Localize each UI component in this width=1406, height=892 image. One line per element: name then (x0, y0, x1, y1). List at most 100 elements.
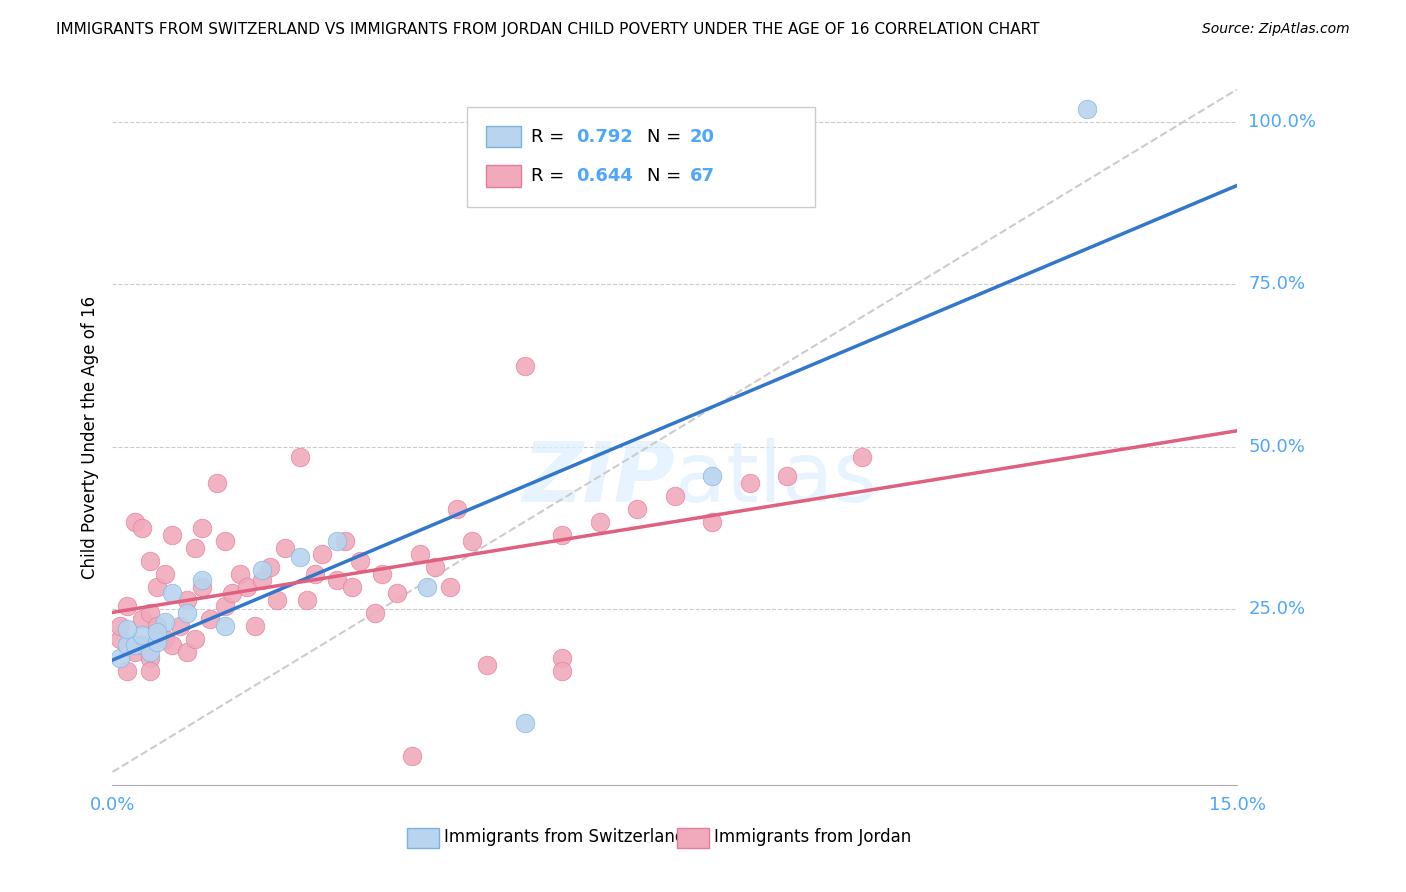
FancyBboxPatch shape (486, 126, 520, 147)
Point (416, 580, 439, 594)
Point (311, 547, 333, 561)
FancyBboxPatch shape (678, 828, 709, 847)
Text: 20: 20 (689, 128, 714, 145)
Text: 75.0%: 75.0% (1249, 276, 1306, 293)
Text: N =: N = (647, 167, 686, 186)
Text: 100.0%: 100.0% (1249, 112, 1316, 131)
Point (214, 599, 236, 614)
Point (108, 651, 131, 665)
Point (551, 527, 574, 541)
Point (513, 716, 536, 731)
Y-axis label: Child Poverty Under the Age of 16: Child Poverty Under the Age of 16 (80, 295, 98, 579)
FancyBboxPatch shape (408, 828, 439, 847)
Text: 67: 67 (689, 167, 714, 186)
Text: Immigrants from Switzerland: Immigrants from Switzerland (444, 828, 686, 847)
Point (146, 635, 169, 649)
Point (207, 475, 229, 490)
Point (702, 469, 724, 483)
Point (108, 618, 131, 632)
Point (551, 651, 574, 665)
Point (139, 651, 162, 665)
Point (176, 645, 198, 659)
Point (439, 580, 461, 594)
Point (326, 534, 349, 549)
Point (176, 606, 198, 620)
Point (259, 560, 281, 574)
Point (266, 592, 288, 607)
Point (124, 645, 146, 659)
Text: 50.0%: 50.0% (1249, 438, 1305, 456)
Text: Source: ZipAtlas.com: Source: ZipAtlas.com (1202, 22, 1350, 37)
Point (243, 618, 266, 632)
Point (326, 573, 349, 587)
Point (776, 469, 799, 483)
Point (851, 450, 873, 464)
FancyBboxPatch shape (486, 165, 520, 187)
Point (342, 580, 364, 594)
Text: atlas: atlas (675, 438, 876, 519)
Point (191, 580, 214, 594)
Point (117, 638, 139, 652)
Point (371, 566, 394, 581)
Point (401, 748, 423, 763)
Point (124, 638, 146, 652)
Point (423, 560, 446, 574)
Point (184, 541, 207, 555)
Point (153, 566, 176, 581)
Point (153, 615, 176, 630)
Point (551, 664, 574, 678)
Point (589, 515, 612, 529)
Point (131, 521, 153, 535)
Point (304, 566, 326, 581)
Point (364, 606, 387, 620)
Point (702, 515, 724, 529)
Text: Immigrants from Jordan: Immigrants from Jordan (714, 828, 911, 847)
Point (664, 489, 686, 503)
Point (139, 606, 162, 620)
Point (191, 521, 214, 535)
Point (162, 638, 184, 652)
Point (146, 625, 169, 640)
Point (139, 664, 162, 678)
Point (162, 527, 184, 541)
Point (236, 580, 259, 594)
Point (108, 632, 131, 646)
Point (184, 632, 207, 646)
Point (409, 547, 432, 561)
Point (513, 359, 536, 373)
Point (169, 618, 191, 632)
Point (288, 550, 311, 565)
Point (146, 618, 169, 632)
Point (229, 566, 252, 581)
Point (176, 592, 198, 607)
Point (288, 450, 311, 464)
Point (117, 664, 139, 678)
Point (387, 586, 409, 600)
Point (124, 515, 146, 529)
Point (131, 628, 153, 642)
Point (297, 592, 319, 607)
Point (139, 645, 162, 659)
Point (1076, 102, 1098, 116)
Point (214, 618, 236, 632)
Text: IMMIGRANTS FROM SWITZERLAND VS IMMIGRANTS FROM JORDAN CHILD POVERTY UNDER THE AG: IMMIGRANTS FROM SWITZERLAND VS IMMIGRANT… (56, 22, 1040, 37)
Text: N =: N = (647, 128, 686, 145)
Point (117, 599, 139, 614)
Point (252, 573, 274, 587)
Point (274, 541, 297, 555)
Text: 0.792: 0.792 (576, 128, 633, 145)
Point (738, 475, 761, 490)
Point (626, 501, 648, 516)
Point (446, 501, 468, 516)
Point (461, 534, 484, 549)
Point (146, 580, 169, 594)
Point (221, 586, 243, 600)
Text: R =: R = (531, 128, 569, 145)
Point (162, 586, 184, 600)
Point (349, 554, 371, 568)
Point (131, 638, 153, 652)
Point (333, 534, 356, 549)
Text: ZIP: ZIP (522, 438, 675, 519)
FancyBboxPatch shape (467, 106, 815, 208)
Point (191, 573, 214, 587)
